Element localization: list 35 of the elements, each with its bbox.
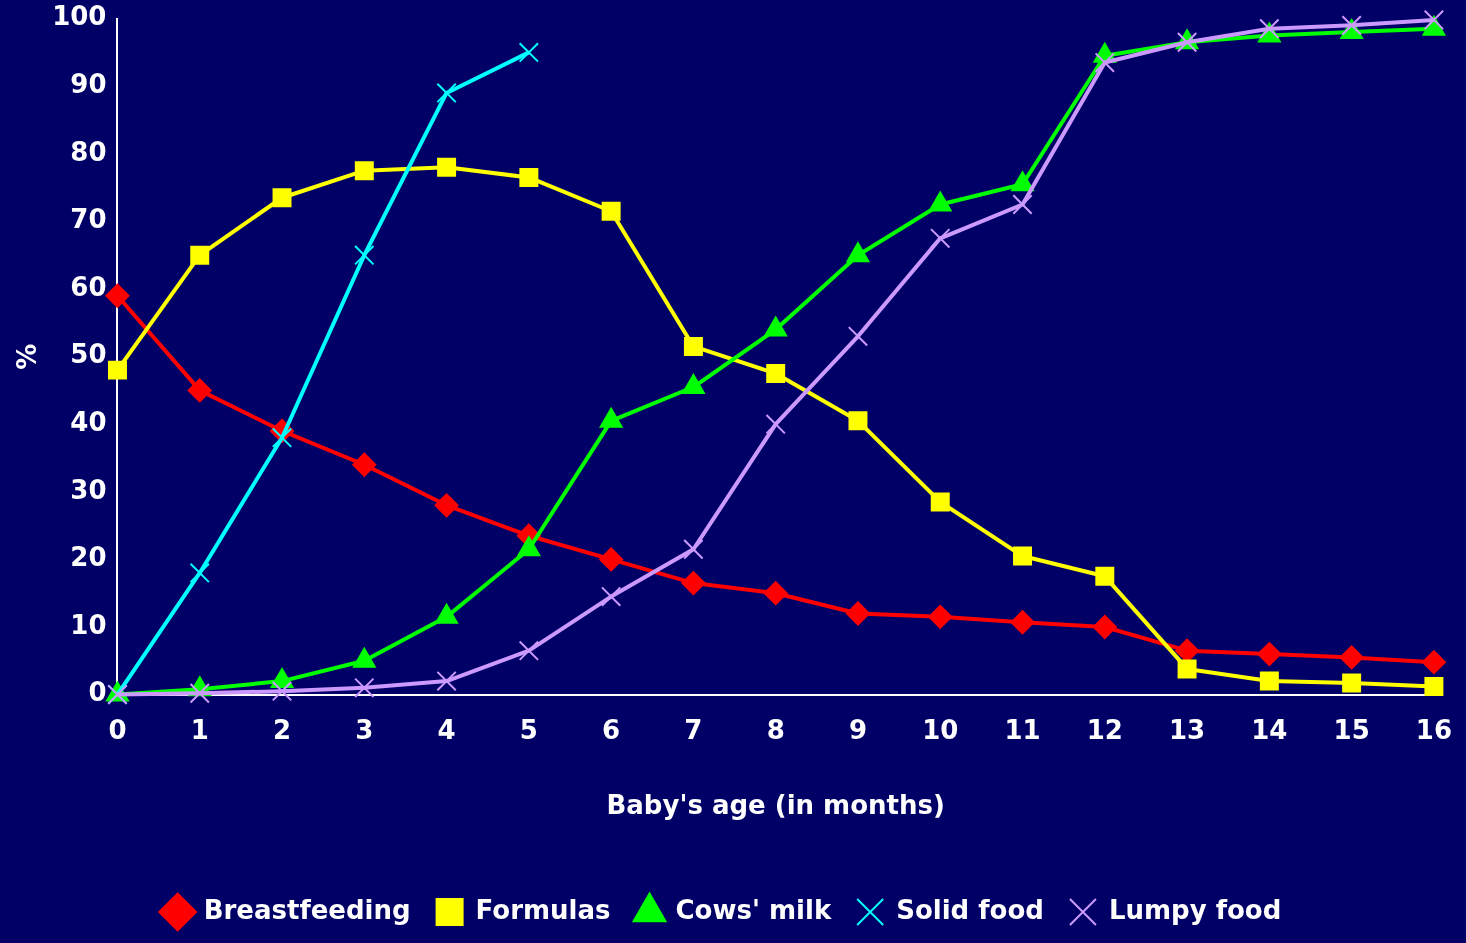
x-tick-label: 16 (1415, 714, 1452, 745)
x-tick-label: 7 (684, 714, 703, 745)
x-tick-label: 2 (272, 714, 292, 745)
x-tick-label: 9 (848, 714, 868, 745)
y-tick-label: 90 (70, 68, 107, 99)
x-tick-label: 11 (1004, 714, 1041, 745)
y-tick-label: 80 (70, 136, 107, 167)
x-tick-label: 3 (355, 714, 374, 745)
y-axis-title: % (12, 343, 43, 370)
legend-label: Lumpy food (1108, 894, 1282, 925)
y-tick-label: 50 (70, 339, 107, 370)
x-tick-label: 13 (1168, 714, 1206, 745)
x-tick-label: 14 (1251, 714, 1288, 745)
x-tick-label: 0 (108, 714, 127, 745)
x-tick-label: 5 (519, 714, 538, 745)
x-tick-label: 15 (1333, 714, 1370, 745)
y-tick-label: 70 (70, 204, 107, 235)
y-tick-label: 60 (70, 271, 107, 302)
x-axis-title: Baby's age (in months) (606, 790, 945, 821)
legend-label: Breastfeeding (203, 894, 411, 925)
x-tick-label: 6 (602, 714, 621, 745)
y-tick-label: 0 (88, 677, 107, 708)
legend-label: Cows' milk (675, 894, 832, 925)
x-tick-label: 4 (437, 714, 456, 745)
legend-label: Solid food (896, 894, 1044, 925)
y-tick-label: 20 (70, 542, 107, 573)
legend-label: Formulas (475, 894, 611, 925)
y-tick-label: 30 (70, 474, 107, 505)
x-tick-label: 8 (766, 714, 785, 745)
y-tick-label: 100 (52, 1, 107, 32)
x-tick-label: 10 (922, 714, 959, 745)
x-tick-label: 12 (1086, 714, 1123, 745)
y-tick-label: 40 (70, 406, 107, 437)
y-tick-label: 10 (70, 609, 107, 640)
x-tick-label: 1 (190, 714, 209, 745)
